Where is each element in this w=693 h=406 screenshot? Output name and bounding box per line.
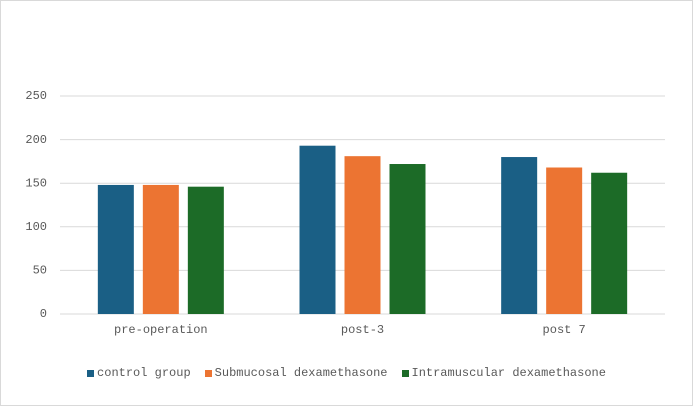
- legend-swatch: [87, 369, 95, 377]
- legend-label: Submucosal dexamethasone: [214, 366, 388, 380]
- y-tick-label: 200: [25, 133, 47, 147]
- bar: [97, 184, 134, 314]
- legend-item: Submucosal dexamethasone: [204, 366, 388, 380]
- bar: [591, 172, 628, 314]
- legend-swatch: [204, 369, 212, 377]
- bar: [142, 184, 179, 314]
- legend-item: Intramuscular dexamethasone: [401, 366, 606, 380]
- y-tick-label: 150: [25, 176, 47, 190]
- y-tick-label: 100: [25, 220, 47, 234]
- bars: [97, 145, 628, 314]
- bar: [187, 186, 224, 314]
- bar: [546, 167, 583, 314]
- y-tick-label: 0: [40, 307, 47, 321]
- bar: [389, 164, 426, 314]
- legend-swatch: [401, 369, 409, 377]
- bar: [501, 157, 538, 314]
- bar: [344, 156, 381, 314]
- x-tick-label: post 7: [543, 323, 586, 337]
- x-tick-label: post-3: [341, 323, 384, 337]
- y-tick-label: 250: [25, 89, 47, 103]
- legend-item: control group: [87, 366, 191, 380]
- y-tick-label: 50: [33, 264, 47, 278]
- x-tick-label: pre-operation: [114, 323, 208, 337]
- legend: control group Submucosal dexamethasone Int…: [0, 366, 693, 380]
- legend-label: control group: [97, 366, 191, 380]
- bar: [299, 145, 336, 314]
- legend-label: Intramuscular dexamethasone: [411, 366, 606, 380]
